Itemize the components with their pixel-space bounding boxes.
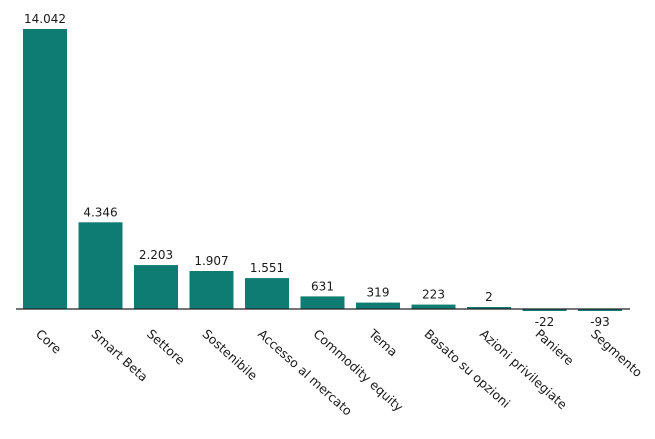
- category-label: Paniere: [532, 326, 577, 368]
- category-label: Core: [33, 326, 65, 357]
- value-label: 319: [367, 286, 390, 300]
- bar-tema: [356, 302, 400, 309]
- value-label: 14.042: [24, 12, 66, 26]
- value-label: 1.551: [250, 261, 284, 275]
- category-label: Segmento: [588, 326, 646, 380]
- bar-basato-su-opzioni: [411, 304, 456, 309]
- value-label: 631: [311, 279, 334, 293]
- bar-segmento: [578, 309, 622, 311]
- category-label: Tema: [365, 325, 400, 359]
- category-label: Accesso al mercato: [255, 326, 355, 418]
- bars-layer: [23, 29, 622, 311]
- bar-sostenibile: [189, 271, 234, 309]
- bar-core: [23, 29, 67, 309]
- category-label: Settore: [144, 326, 188, 368]
- bar-azioni-privilegiate: [467, 307, 511, 309]
- value-label: 2.203: [139, 248, 173, 262]
- value-label: 223: [422, 288, 445, 302]
- value-label: 4.346: [83, 205, 117, 219]
- bar-paniere: [522, 309, 567, 311]
- value-label: -93: [590, 315, 610, 329]
- value-label: -22: [535, 315, 555, 329]
- bar-smart-beta: [78, 222, 123, 309]
- value-labels-layer: 14.042 4.346 2.203 1.907 1.551 631 319 223 2 -22 -…: [24, 12, 610, 329]
- category-label: Smart Beta: [88, 326, 151, 384]
- bar-accesso-al-mercato: [245, 278, 289, 309]
- value-label: 2: [485, 290, 493, 304]
- bar-settore: [134, 265, 178, 309]
- category-label: Sostenibile: [199, 326, 260, 383]
- bar-commodity-equity: [300, 296, 345, 309]
- value-label: 1.907: [194, 254, 228, 268]
